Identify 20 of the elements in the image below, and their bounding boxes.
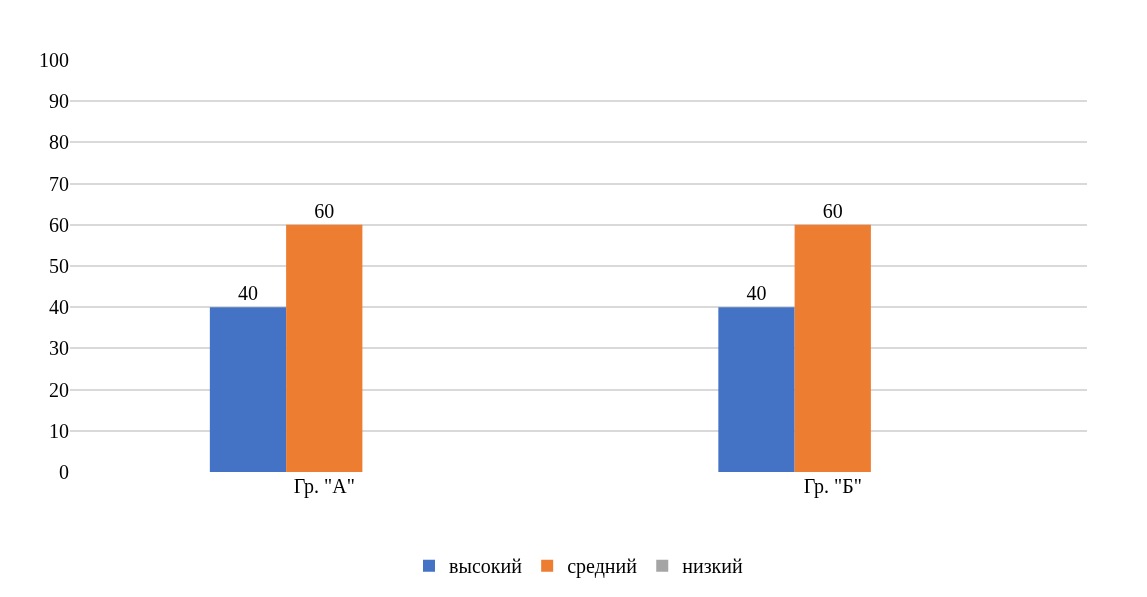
y-tick-label: 60 <box>49 213 69 236</box>
data-label: 60 <box>314 199 335 222</box>
y-tick-label: 50 <box>49 255 69 277</box>
y-tick-label: 10 <box>49 419 69 442</box>
y-tick-label: 80 <box>49 131 69 154</box>
y-tick-label: 90 <box>49 90 69 113</box>
y-tick-label: 30 <box>49 337 69 360</box>
y-tick-label: 0 <box>59 461 69 483</box>
data-label: 40 <box>746 282 767 305</box>
y-tick-label: 40 <box>49 296 69 319</box>
y-tick-label: 100 <box>39 49 69 71</box>
y-tick-label: 20 <box>49 378 69 401</box>
legend-label: низкий <box>682 555 743 578</box>
x-tick-label: Гр. "Б" <box>803 475 862 498</box>
y-tick-label: 70 <box>49 172 69 195</box>
data-label: 60 <box>822 199 843 222</box>
x-tick-label: Гр. "А" <box>293 475 355 498</box>
data-label: 40 <box>237 282 258 305</box>
legend-label: высокий <box>449 555 523 578</box>
legend-label: средний <box>567 555 638 579</box>
